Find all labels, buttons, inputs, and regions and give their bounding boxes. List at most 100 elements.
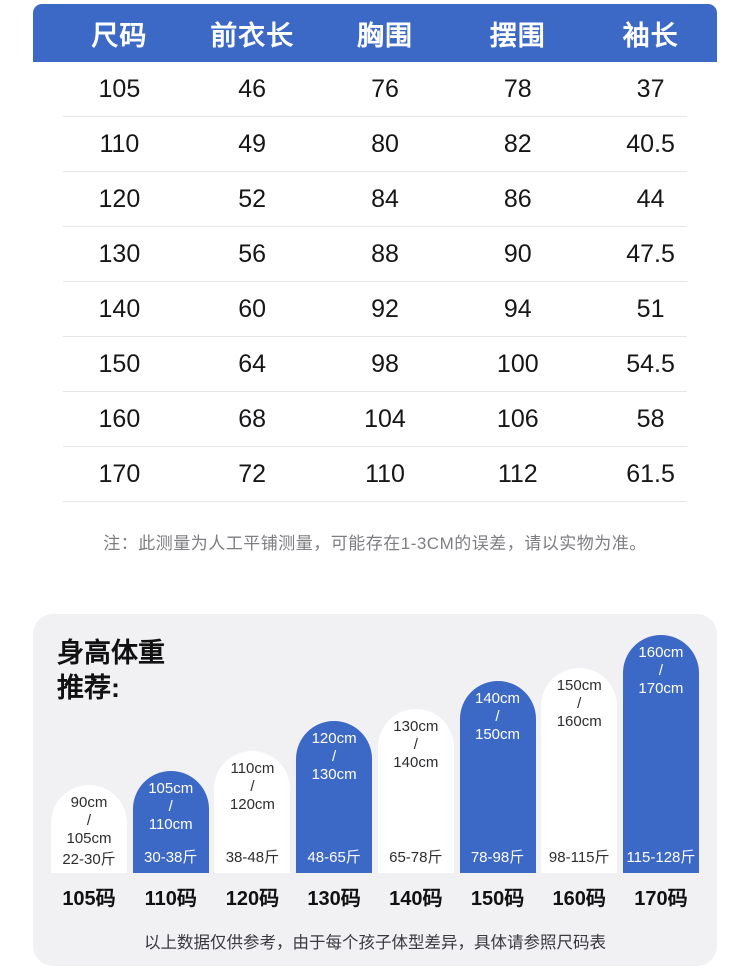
height-bottom: 140cm bbox=[393, 754, 439, 771]
header-cell-chest: 胸围 bbox=[356, 20, 413, 51]
height-weight-chart: 90cm / 105cm 22-30斤 105码 105cm / 110cm 3… bbox=[51, 635, 699, 910]
table-cell: 112 bbox=[497, 460, 538, 488]
table-cell: 61.5 bbox=[626, 460, 675, 488]
table-cell: 64 bbox=[238, 350, 267, 378]
height-bottom: 110cm bbox=[148, 816, 193, 833]
table-cell: 54.5 bbox=[626, 350, 675, 378]
weight-range: 38-48斤 bbox=[225, 849, 280, 866]
table-cell: 150 bbox=[98, 350, 141, 378]
header-cell-size: 尺码 bbox=[91, 20, 148, 51]
height-range-bar: 150cm / 160cm 98-115斤 bbox=[541, 668, 618, 873]
table-row: 150 64 98 100 54.5 bbox=[33, 337, 717, 392]
table-cell: 120 bbox=[98, 185, 141, 213]
height-top: 105cm bbox=[148, 780, 194, 797]
table-cell: 94 bbox=[503, 295, 532, 323]
range-separator: / bbox=[495, 708, 500, 725]
range-separator: / bbox=[168, 798, 173, 815]
range-separator: / bbox=[332, 748, 337, 765]
bar-column: 160cm / 170cm 115-128斤 170码 bbox=[622, 635, 699, 910]
range-separator: / bbox=[250, 778, 255, 795]
bar-column: 105cm / 110cm 30-38斤 110码 bbox=[132, 771, 209, 910]
table-cell: 40.5 bbox=[626, 130, 675, 158]
table-cell: 68 bbox=[238, 405, 267, 433]
recommendation-card: 身高体重 推荐: 90cm / 105cm 22-30斤 105码 105cm … bbox=[33, 614, 717, 966]
height-range-text: 120cm / 130cm bbox=[312, 730, 357, 784]
height-top: 130cm bbox=[393, 718, 439, 735]
weight-range: 48-65斤 bbox=[307, 849, 361, 866]
height-bottom: 105cm bbox=[66, 830, 112, 847]
size-code-label: 150码 bbox=[470, 888, 525, 910]
height-top: 160cm bbox=[638, 644, 684, 661]
table-cell: 170 bbox=[98, 460, 141, 488]
bar-column: 110cm / 120cm 38-48斤 120码 bbox=[214, 751, 291, 910]
height-range-bar: 140cm / 150cm 78-98斤 bbox=[459, 681, 536, 873]
height-range-text: 110cm / 120cm bbox=[230, 760, 275, 814]
recommendation-title-line1: 身高体重 bbox=[57, 638, 165, 668]
height-range-bar: 160cm / 170cm 115-128斤 bbox=[622, 635, 699, 873]
table-cell: 78 bbox=[503, 75, 532, 103]
range-separator: / bbox=[86, 812, 92, 829]
height-bottom: 150cm bbox=[475, 726, 521, 743]
height-range-text: 140cm / 150cm bbox=[475, 690, 520, 744]
height-top: 150cm bbox=[556, 677, 602, 694]
table-cell: 49 bbox=[238, 130, 267, 158]
table-cell: 90 bbox=[503, 240, 532, 268]
size-code-label: 105码 bbox=[62, 888, 116, 910]
range-separator: / bbox=[658, 662, 663, 679]
table-row: 170 72 110 112 61.5 bbox=[33, 447, 717, 502]
weight-range: 30-38斤 bbox=[144, 849, 198, 866]
table-cell: 46 bbox=[238, 75, 267, 103]
height-range-text: 105cm / 110cm bbox=[148, 780, 193, 834]
size-code-label: 130码 bbox=[307, 888, 361, 910]
height-top: 120cm bbox=[311, 730, 357, 747]
bar-column: 90cm / 105cm 22-30斤 105码 bbox=[51, 785, 127, 910]
weight-range: 115-128斤 bbox=[626, 849, 696, 866]
height-range-bar: 110cm / 120cm 38-48斤 bbox=[214, 751, 291, 873]
height-range-bar: 120cm / 130cm 48-65斤 bbox=[296, 721, 373, 873]
table-cell: 92 bbox=[371, 295, 399, 323]
bar-column: 130cm / 140cm 65-78斤 140码 bbox=[377, 709, 454, 910]
table-cell: 44 bbox=[636, 185, 665, 213]
table-cell: 160 bbox=[98, 405, 141, 433]
bar-column: 140cm / 150cm 78-98斤 150码 bbox=[459, 681, 536, 910]
size-code-label: 140码 bbox=[389, 888, 443, 910]
header-cell-hem: 摆围 bbox=[489, 20, 546, 51]
table-cell: 105 bbox=[98, 75, 141, 103]
table-cell: 47.5 bbox=[626, 240, 675, 268]
table-cell: 110 bbox=[99, 130, 140, 158]
reference-footnote: 以上数据仅供参考，由于每个孩子体型差异，具体请参照尺码表 bbox=[144, 934, 606, 952]
size-code-label: 110码 bbox=[144, 888, 197, 910]
table-row: 110 49 80 82 40.5 bbox=[33, 117, 717, 172]
table-cell: 86 bbox=[503, 185, 532, 213]
table-cell: 56 bbox=[238, 240, 267, 268]
bar-column: 150cm / 160cm 98-115斤 160码 bbox=[541, 668, 618, 910]
size-code-label: 120码 bbox=[225, 888, 280, 910]
table-cell: 84 bbox=[371, 185, 399, 213]
height-range-text: 160cm / 170cm bbox=[638, 644, 683, 698]
height-range-bar: 105cm / 110cm 30-38斤 bbox=[132, 771, 209, 873]
height-range-bar: 90cm / 105cm 22-30斤 bbox=[51, 785, 127, 873]
height-range-text: 130cm / 140cm bbox=[393, 718, 438, 772]
table-row: 105 46 76 78 37 bbox=[33, 62, 717, 117]
table-cell: 60 bbox=[238, 295, 267, 323]
header-cell-sleeve: 袖长 bbox=[622, 20, 679, 51]
height-bottom: 120cm bbox=[229, 796, 275, 813]
table-cell: 76 bbox=[371, 75, 399, 103]
table-cell: 110 bbox=[365, 460, 405, 488]
size-code-label: 170码 bbox=[634, 888, 688, 910]
height-range-text: 90cm / 105cm bbox=[66, 794, 111, 848]
table-cell: 104 bbox=[364, 405, 406, 433]
measure-note: 注：此测量为人工平铺测量，可能存在1-3CM的误差，请以实物为准。 bbox=[103, 534, 647, 553]
height-top: 140cm bbox=[475, 690, 521, 707]
table-row: 120 52 84 86 44 bbox=[33, 172, 717, 227]
table-cell: 130 bbox=[98, 240, 141, 268]
header-cell-front-length: 前衣长 bbox=[210, 20, 295, 51]
height-range-bar: 130cm / 140cm 65-78斤 bbox=[377, 709, 454, 873]
range-separator: / bbox=[577, 695, 582, 712]
table-cell: 51 bbox=[636, 295, 665, 323]
table-cell: 106 bbox=[496, 405, 539, 433]
size-code-label: 160码 bbox=[552, 888, 606, 910]
table-cell: 80 bbox=[371, 130, 399, 158]
recommendation-title-line2: 推荐: bbox=[57, 673, 120, 703]
size-table: 尺码 前衣长 胸围 摆围 袖长 105 46 76 78 37 110 49 8… bbox=[33, 4, 717, 502]
